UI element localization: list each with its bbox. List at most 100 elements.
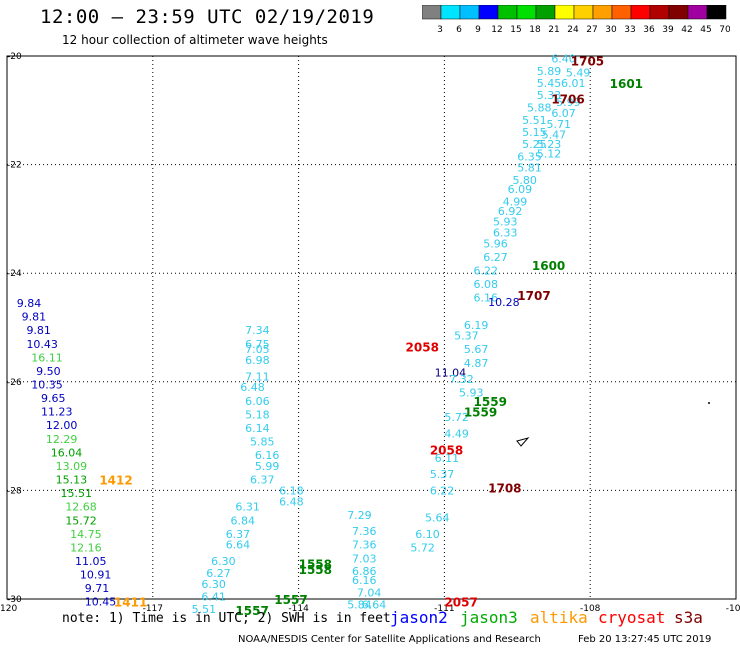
wave-height-label: 5.72 — [410, 541, 435, 554]
map-title: 12:00 — 23:59 UTC 02/19/2019 — [40, 6, 375, 28]
pass-time-label: 1601 — [610, 77, 643, 91]
wave-height-label: 6.98 — [245, 354, 270, 367]
wave-height-label: 5.33 — [537, 89, 562, 102]
scale-label: 6 — [456, 25, 462, 35]
wave-height-label: 11.05 — [75, 555, 107, 568]
wave-height-label: 6.19 — [464, 319, 489, 332]
wave-height-label: 6.48 — [240, 381, 265, 394]
wave-height-label: 6.31 — [235, 501, 259, 514]
wave-height-label: 6.16 — [255, 449, 279, 462]
scale-label: 33 — [624, 25, 635, 35]
island-outline — [516, 437, 530, 447]
wave-height-label: 6.07 — [551, 107, 576, 120]
pass-time-label: 1707 — [517, 289, 550, 303]
scale-label: 9 — [475, 25, 481, 35]
pass-time-label: 1558 — [299, 558, 332, 572]
wave-height-label: 5.12 — [537, 148, 562, 161]
wave-height-label: 5.45 — [537, 77, 562, 90]
latitude-tick-label: -30 — [7, 595, 22, 605]
longitude-tick-label: -117 — [143, 604, 163, 614]
wave-height-label: 6.92 — [498, 205, 523, 218]
wave-height-label: 6.84 — [231, 514, 256, 527]
wave-height-label: 6.18 — [279, 484, 304, 497]
wave-height-label: 5.37 — [454, 330, 479, 343]
pass-time-label: 1557 — [235, 604, 268, 618]
pass-time-label: 1708 — [488, 482, 521, 496]
wave-height-label: 7.32 — [449, 373, 474, 386]
wave-height-label: 5.18 — [245, 408, 270, 421]
wave-height-label: 6.09 — [508, 183, 532, 196]
wave-height-label: 11.04 — [435, 367, 467, 380]
map-subtitle: 12 hour collection of altimeter wave hei… — [62, 33, 328, 47]
pass-time-label: 1557 — [274, 593, 307, 607]
pass-time-label: 1412 — [99, 474, 132, 488]
longitude-tick-label: -120 — [0, 604, 17, 614]
wave-height-label: 12.16 — [70, 541, 102, 554]
latitude-tick-label: -28 — [7, 486, 22, 496]
pass-time-label: 1559 — [474, 395, 507, 409]
wave-height-label: 5.99 — [255, 460, 279, 473]
scale-label: 70 — [719, 25, 730, 35]
footnote: note: 1) Time is in UTC; 2) SWH is in fe… — [62, 611, 391, 626]
wave-height-label: 5.64 — [425, 512, 450, 525]
wave-height-label: 6.30 — [211, 555, 236, 568]
wave-height-label: 5.51 — [522, 114, 547, 127]
wave-height-label: 9.84 — [17, 297, 42, 310]
wave-height-label: 4.87 — [464, 357, 489, 370]
legend-jason2: jason2 — [390, 608, 448, 627]
wave-height-label: 13.09 — [56, 460, 88, 473]
wave-height-label: 6.16 — [352, 574, 377, 587]
pass-time-label: 1558 — [299, 563, 332, 577]
wave-height-label: 5.81 — [517, 161, 542, 174]
wave-height-label: 10.43 — [26, 338, 58, 351]
wave-height-label: 9.71 — [85, 582, 110, 595]
latitude-tick-label: -20 — [7, 52, 22, 62]
legend-cryosat: cryosat — [598, 608, 666, 627]
wave-height-label: 5.71 — [546, 118, 571, 131]
wave-height-label: 9.50 — [36, 365, 61, 378]
pass-time-label: 1559 — [464, 406, 497, 420]
wave-height-label: 7.05 — [245, 343, 270, 356]
scale-label: 27 — [586, 25, 597, 35]
wave-height-label: 6.41 — [201, 590, 226, 603]
wave-height-label: 6.06 — [245, 395, 270, 408]
wave-height-label: 9.81 — [22, 311, 47, 324]
pass-time-label: 2058 — [430, 444, 463, 458]
wave-height-label: 16.04 — [51, 446, 83, 459]
wave-height-label: 6.08 — [474, 278, 499, 291]
credit-line: NOAA/NESDIS Center for Satellite Applica… — [238, 634, 541, 645]
wave-height-label: 7.03 — [352, 552, 377, 565]
scale-label: 18 — [529, 25, 541, 35]
wave-height-label: 15.13 — [56, 474, 88, 487]
wave-height-label: 15.72 — [65, 514, 97, 527]
pass-time-label: 2058 — [406, 341, 439, 355]
longitude-tick-label: -111 — [434, 604, 454, 614]
wave-height-label: 6.40 — [551, 53, 576, 66]
wave-height-label: 11.23 — [41, 406, 73, 419]
wave-height-label: 6.27 — [483, 251, 508, 264]
pass-time-label: 1705 — [571, 54, 604, 68]
legend-jason3: jason3 — [460, 608, 518, 627]
wave-height-label: 7.34 — [245, 324, 270, 337]
wave-height-label: 7.11 — [245, 370, 270, 383]
scale-label: 42 — [681, 25, 692, 35]
wave-height-label: 7.04 — [357, 586, 382, 599]
scale-label: 15 — [510, 25, 521, 35]
wave-height-label: 5.49 — [566, 66, 591, 79]
wave-height-label: 7.36 — [352, 525, 377, 538]
pass-time-label: 1600 — [532, 259, 565, 273]
wave-height-label: 6.30 — [201, 578, 226, 591]
scale-label: 45 — [700, 25, 711, 35]
wave-height-label: 6.22 — [430, 484, 455, 497]
wave-height-label: 5.89 — [537, 65, 562, 78]
wave-height-label: 6.35 — [517, 150, 542, 163]
wave-height-label: 5.80 — [512, 174, 537, 187]
wave-height-label: 12.68 — [65, 501, 97, 514]
wave-height-label: 14.75 — [70, 528, 102, 541]
wave-height-label: 6.22 — [474, 264, 499, 277]
scale-label: 30 — [605, 25, 617, 35]
wave-height-label: 6.86 — [352, 565, 377, 578]
wave-height-label: 16.11 — [31, 351, 63, 364]
